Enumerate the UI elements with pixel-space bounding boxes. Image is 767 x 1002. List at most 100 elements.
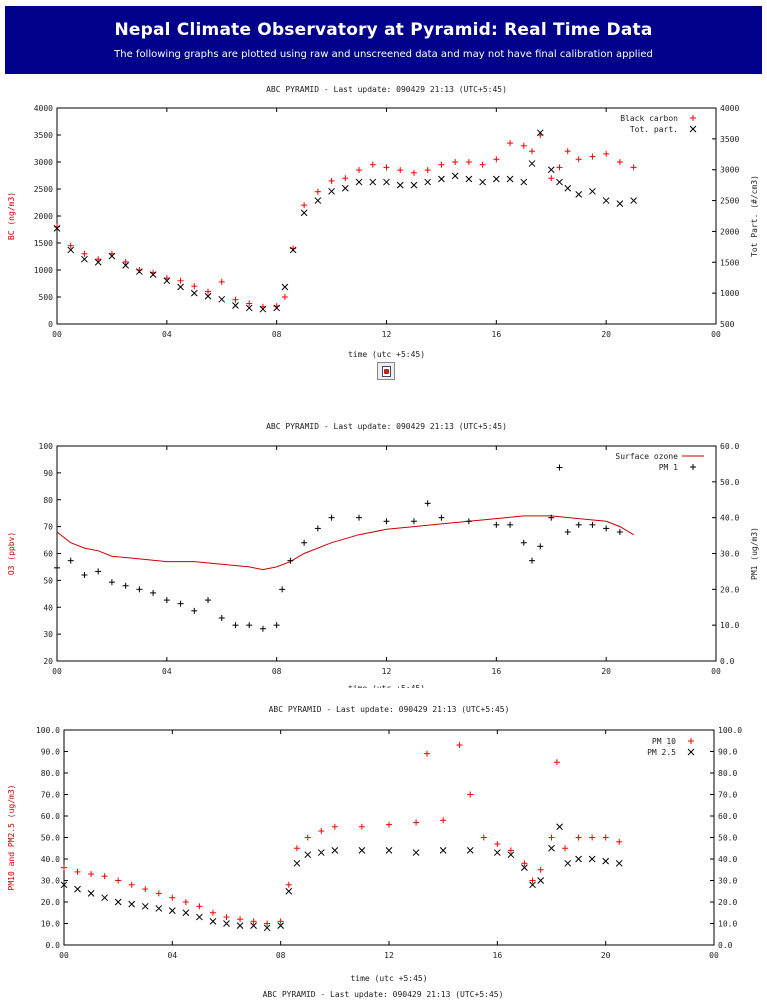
y2-tick-label: 30.0	[718, 877, 737, 886]
data-point	[341, 184, 349, 192]
data-point	[190, 289, 198, 297]
y2-axis-label: PM1 (ug/m3)	[750, 527, 759, 580]
y2-tick-label: 40.0	[718, 855, 737, 864]
data-point	[602, 857, 610, 865]
y-tick-label: 60	[43, 550, 53, 559]
plot-frame	[56, 107, 717, 325]
y2-tick-label: 50.0	[718, 834, 737, 843]
data-point	[451, 172, 459, 180]
data-point	[630, 197, 637, 204]
data-point	[396, 181, 404, 189]
data-point	[300, 209, 308, 217]
data-point	[101, 894, 108, 902]
x-tick-label: 04	[168, 951, 178, 960]
data-point	[168, 907, 176, 914]
y-tick-label: 1000	[34, 266, 53, 275]
data-point	[537, 877, 545, 884]
y2-tick-label: 0.0	[718, 941, 733, 950]
page-header: Nepal Climate Observatory at Pyramid: Re…	[5, 6, 762, 74]
data-point	[615, 859, 623, 867]
y2-tick-label: 100.0	[718, 726, 742, 735]
data-point	[94, 258, 102, 266]
y2-tick-label: 0.0	[720, 657, 735, 666]
data-point	[358, 847, 366, 854]
data-point	[108, 252, 116, 260]
x-tick-label: 12	[382, 667, 392, 676]
data-point	[564, 184, 572, 192]
data-point	[232, 302, 239, 309]
y-tick-label: 4000	[34, 104, 53, 113]
x-tick-label: 08	[272, 667, 282, 676]
data-point	[383, 178, 390, 186]
data-point	[304, 851, 312, 859]
x-tick-label: 00	[52, 667, 62, 676]
pdf-download-icon[interactable]	[377, 362, 395, 380]
plot-frame	[56, 445, 717, 662]
y-tick-label: 2500	[34, 185, 53, 194]
x-axis-label: time (utc +5:45)	[350, 974, 427, 983]
y2-tick-label: 3500	[720, 135, 739, 144]
data-point	[385, 847, 393, 854]
data-point	[575, 191, 583, 198]
y-tick-label: 80.0	[41, 769, 60, 778]
x-tick-label: 20	[601, 951, 611, 960]
y-axis-label: BC (ng/m3)	[7, 192, 16, 240]
data-point	[564, 859, 572, 867]
data-point	[412, 849, 420, 856]
y2-tick-label: 2500	[720, 197, 739, 206]
y-tick-label: 80	[43, 496, 53, 505]
x-tick-label: 04	[162, 330, 172, 339]
data-point	[277, 922, 285, 930]
data-point	[182, 909, 190, 917]
data-point	[528, 160, 536, 167]
next-chart-title: ABC PYRAMID - Last update: 090429 21:13 …	[263, 990, 504, 999]
data-point	[218, 295, 226, 303]
legend-label: Tot. part.	[630, 125, 678, 134]
chart-ozone-pm1: ABC PYRAMID - Last update: 090429 21:13 …	[7, 422, 759, 688]
data-point	[236, 922, 244, 930]
y-tick-label: 3500	[34, 131, 53, 140]
data-point	[149, 271, 157, 278]
y-tick-label: 90.0	[41, 748, 60, 757]
y-tick-label: 3000	[34, 158, 53, 167]
series-line	[56, 515, 634, 571]
data-point	[466, 847, 474, 854]
y-tick-label: 0.0	[46, 941, 61, 950]
data-point	[547, 166, 555, 174]
y-tick-label: 10.0	[41, 920, 60, 929]
data-point	[556, 823, 563, 831]
data-point	[529, 881, 536, 889]
data-point	[87, 890, 95, 897]
y-tick-label: 100	[39, 442, 54, 451]
y-tick-label: 30	[43, 630, 53, 639]
y-tick-label: 20.0	[41, 898, 60, 907]
data-point	[439, 847, 447, 854]
data-point	[317, 849, 325, 856]
y2-tick-label: 2000	[720, 227, 739, 236]
data-point	[141, 902, 149, 910]
data-point	[74, 885, 81, 893]
data-point	[209, 917, 217, 925]
data-point	[507, 851, 515, 859]
data-point	[465, 175, 473, 183]
data-point	[328, 187, 335, 195]
y-tick-label: 100.0	[36, 726, 60, 735]
chart-black-carbon: ABC PYRAMID - Last update: 090429 21:13 …	[7, 85, 759, 359]
chart-title: ABC PYRAMID - Last update: 090429 21:13 …	[269, 705, 510, 714]
y2-tick-label: 1500	[720, 258, 739, 267]
y2-tick-label: 20.0	[720, 585, 739, 594]
y-tick-label: 1500	[34, 239, 53, 248]
y2-tick-label: 4000	[720, 104, 739, 113]
y2-tick-label: 40.0	[720, 514, 739, 523]
y-axis-label: PM10 and PM2.5 (ug/m3)	[7, 785, 16, 891]
data-point	[521, 864, 528, 871]
y-tick-label: 90	[43, 469, 53, 478]
y-axis-label: O3 (ppbv)	[7, 532, 16, 575]
y-tick-label: 50.0	[41, 834, 60, 843]
chart-title: ABC PYRAMID - Last update: 090429 21:13 …	[266, 85, 507, 94]
y-tick-label: 50	[43, 576, 53, 585]
data-point	[331, 847, 339, 854]
data-point	[273, 304, 281, 312]
page-title: Nepal Climate Observatory at Pyramid: Re…	[114, 20, 653, 40]
data-point	[438, 175, 445, 183]
